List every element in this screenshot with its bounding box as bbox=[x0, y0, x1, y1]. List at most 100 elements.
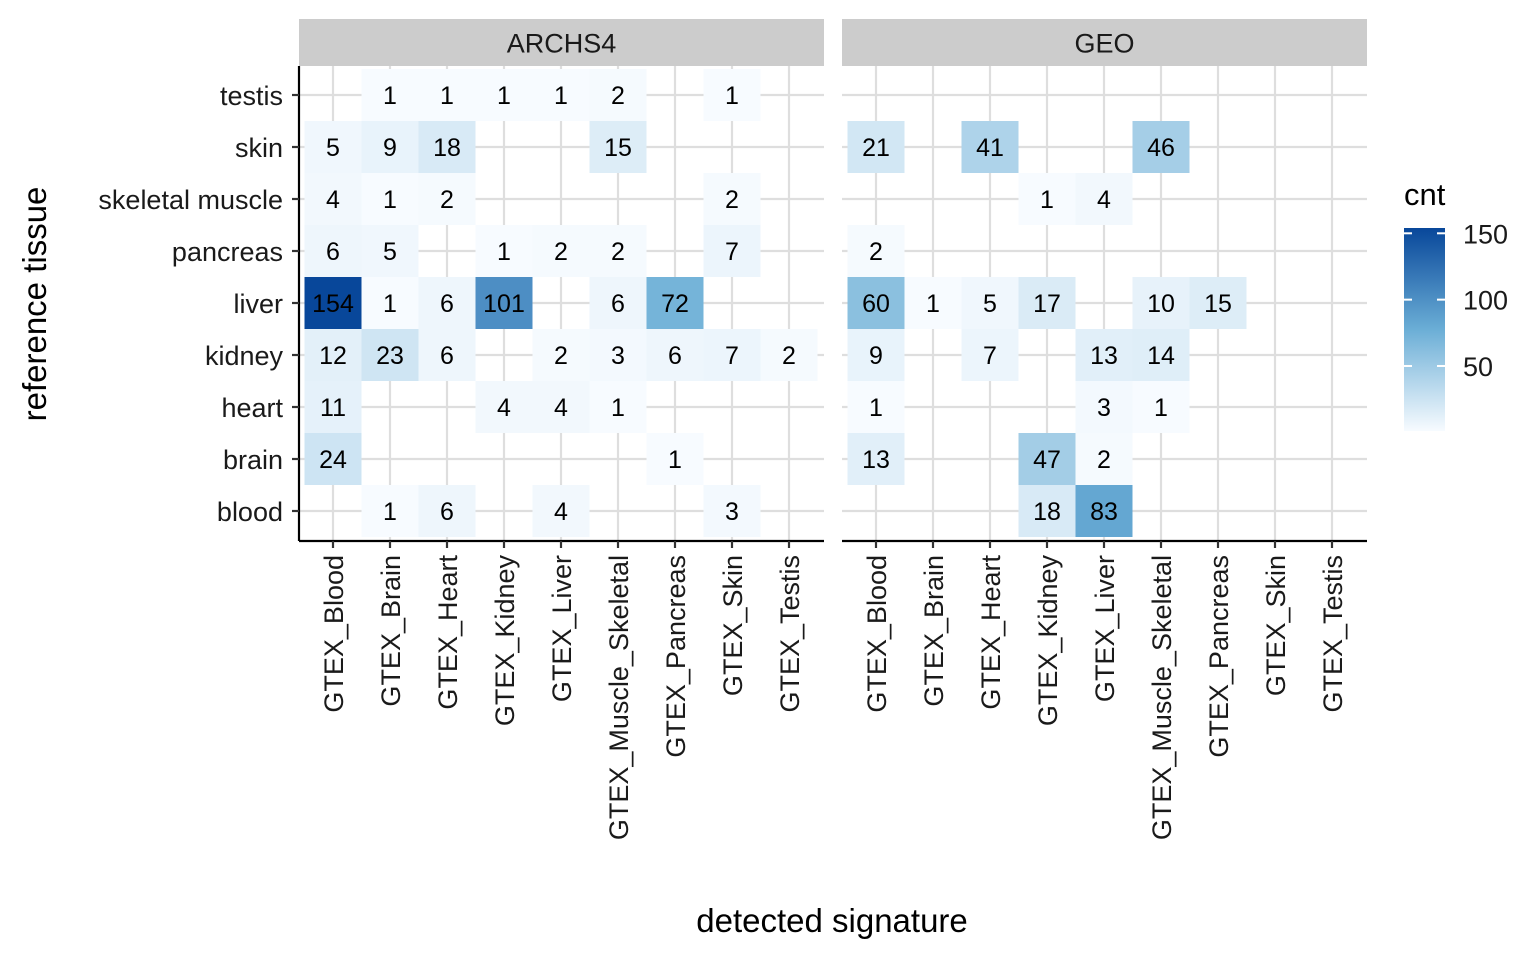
heatmap-cell bbox=[589, 225, 647, 277]
cell-value-label: 15 bbox=[1204, 290, 1232, 318]
cell-value-label: 1 bbox=[668, 446, 682, 474]
cell-value-label: 1 bbox=[725, 82, 739, 110]
cell-value-label: 4 bbox=[497, 394, 511, 422]
cell-value-label: 1 bbox=[383, 498, 397, 526]
cell-value-label: 1 bbox=[383, 290, 397, 318]
heatmap-cell bbox=[475, 381, 533, 433]
cell-value-label: 7 bbox=[725, 342, 739, 370]
x-tick-label: GTEX_Muscle_Skeletal bbox=[1147, 555, 1177, 840]
heatmap-cell bbox=[961, 277, 1019, 329]
heatmap-cell bbox=[847, 277, 905, 329]
cell-value-label: 2 bbox=[611, 82, 625, 110]
y-tick-label: skin bbox=[235, 133, 283, 163]
heatmap-cell bbox=[475, 225, 533, 277]
y-tick-label: pancreas bbox=[172, 237, 283, 267]
facet-strip-label: GEO bbox=[1074, 29, 1134, 59]
cell-value-label: 2 bbox=[1097, 446, 1111, 474]
cell-value-label: 7 bbox=[725, 238, 739, 266]
heatmap-cell bbox=[703, 225, 761, 277]
cell-value-label: 154 bbox=[312, 290, 354, 318]
heatmap-cell bbox=[703, 173, 761, 225]
x-tick-label: GTEX_Heart bbox=[433, 555, 463, 710]
heatmap-cell bbox=[847, 121, 905, 173]
x-tick-label: GTEX_Pancreas bbox=[1204, 555, 1234, 758]
heatmap-cell bbox=[361, 225, 419, 277]
heatmap-cell bbox=[589, 121, 647, 173]
cell-value-label: 9 bbox=[869, 342, 883, 370]
cell-value-label: 4 bbox=[1097, 186, 1111, 214]
cell-value-label: 5 bbox=[383, 238, 397, 266]
heatmap-cell bbox=[1075, 173, 1133, 225]
heatmap-cell bbox=[646, 433, 704, 485]
cell-value-label: 83 bbox=[1090, 498, 1118, 526]
heatmap-cell bbox=[418, 69, 476, 121]
heatmap-cell bbox=[961, 329, 1019, 381]
heatmap-cell bbox=[703, 69, 761, 121]
x-tick-label: GTEX_Brain bbox=[919, 555, 949, 707]
cell-value-label: 6 bbox=[326, 238, 340, 266]
y-tick-label: heart bbox=[221, 393, 283, 423]
heatmap-cell bbox=[589, 381, 647, 433]
cell-value-label: 1 bbox=[497, 82, 511, 110]
y-tick-label: blood bbox=[217, 497, 283, 527]
heatmap-cell bbox=[703, 485, 761, 537]
heatmap-cell bbox=[304, 381, 362, 433]
heatmap-cell bbox=[961, 121, 1019, 173]
heatmap-cell bbox=[1075, 381, 1133, 433]
cell-value-label: 1 bbox=[1154, 394, 1168, 422]
legend-title: cnt bbox=[1404, 177, 1446, 212]
cell-value-label: 3 bbox=[611, 342, 625, 370]
y-tick-label: skeletal muscle bbox=[98, 185, 283, 215]
facet-strip bbox=[299, 19, 824, 66]
x-tick-label: GTEX_Liver bbox=[1090, 555, 1120, 702]
cell-value-label: 6 bbox=[611, 290, 625, 318]
heatmap-cell bbox=[418, 277, 476, 329]
legend-tick-label: 100 bbox=[1463, 286, 1508, 316]
legend-tick-label: 150 bbox=[1463, 219, 1508, 249]
heatmap-cell bbox=[304, 277, 362, 329]
cell-value-label: 47 bbox=[1033, 446, 1061, 474]
cell-value-label: 101 bbox=[483, 290, 525, 318]
cell-value-label: 14 bbox=[1147, 342, 1175, 370]
y-tick-label: kidney bbox=[205, 341, 284, 371]
heatmap-cell bbox=[304, 433, 362, 485]
heatmap-cell bbox=[646, 329, 704, 381]
cell-value-label: 2 bbox=[869, 238, 883, 266]
heatmap-cell bbox=[703, 329, 761, 381]
cell-value-label: 4 bbox=[554, 394, 568, 422]
heatmap-cell bbox=[1018, 173, 1076, 225]
heatmap-cell bbox=[361, 485, 419, 537]
cell-value-label: 2 bbox=[611, 238, 625, 266]
heatmap-cell bbox=[847, 381, 905, 433]
cell-value-label: 1 bbox=[497, 238, 511, 266]
cell-value-label: 23 bbox=[376, 342, 404, 370]
heatmap-cell bbox=[361, 121, 419, 173]
cell-value-label: 6 bbox=[440, 498, 454, 526]
cell-value-label: 3 bbox=[725, 498, 739, 526]
cell-value-label: 5 bbox=[983, 290, 997, 318]
cell-value-label: 2 bbox=[440, 186, 454, 214]
cell-value-label: 1 bbox=[554, 82, 568, 110]
facet-strip bbox=[842, 19, 1367, 66]
cell-value-label: 7 bbox=[983, 342, 997, 370]
heatmap-cell bbox=[847, 225, 905, 277]
x-tick-label: GTEX_Pancreas bbox=[661, 555, 691, 758]
cell-value-label: 1 bbox=[440, 82, 454, 110]
cell-value-label: 1 bbox=[1040, 186, 1054, 214]
cell-value-label: 1 bbox=[611, 394, 625, 422]
heatmap-cell bbox=[361, 277, 419, 329]
y-tick-label: liver bbox=[233, 289, 283, 319]
cell-value-label: 2 bbox=[554, 238, 568, 266]
cell-value-label: 3 bbox=[1097, 394, 1111, 422]
heatmap-cell bbox=[304, 329, 362, 381]
cell-value-label: 24 bbox=[319, 446, 347, 474]
heatmap-cell bbox=[1132, 381, 1190, 433]
heatmap-cell bbox=[1132, 329, 1190, 381]
heatmap-cell bbox=[361, 69, 419, 121]
y-axis-title: reference tissue bbox=[16, 187, 53, 422]
y-tick-label: testis bbox=[220, 81, 283, 111]
x-tick-label: GTEX_Kidney bbox=[490, 555, 520, 727]
heatmap-cell bbox=[1075, 329, 1133, 381]
